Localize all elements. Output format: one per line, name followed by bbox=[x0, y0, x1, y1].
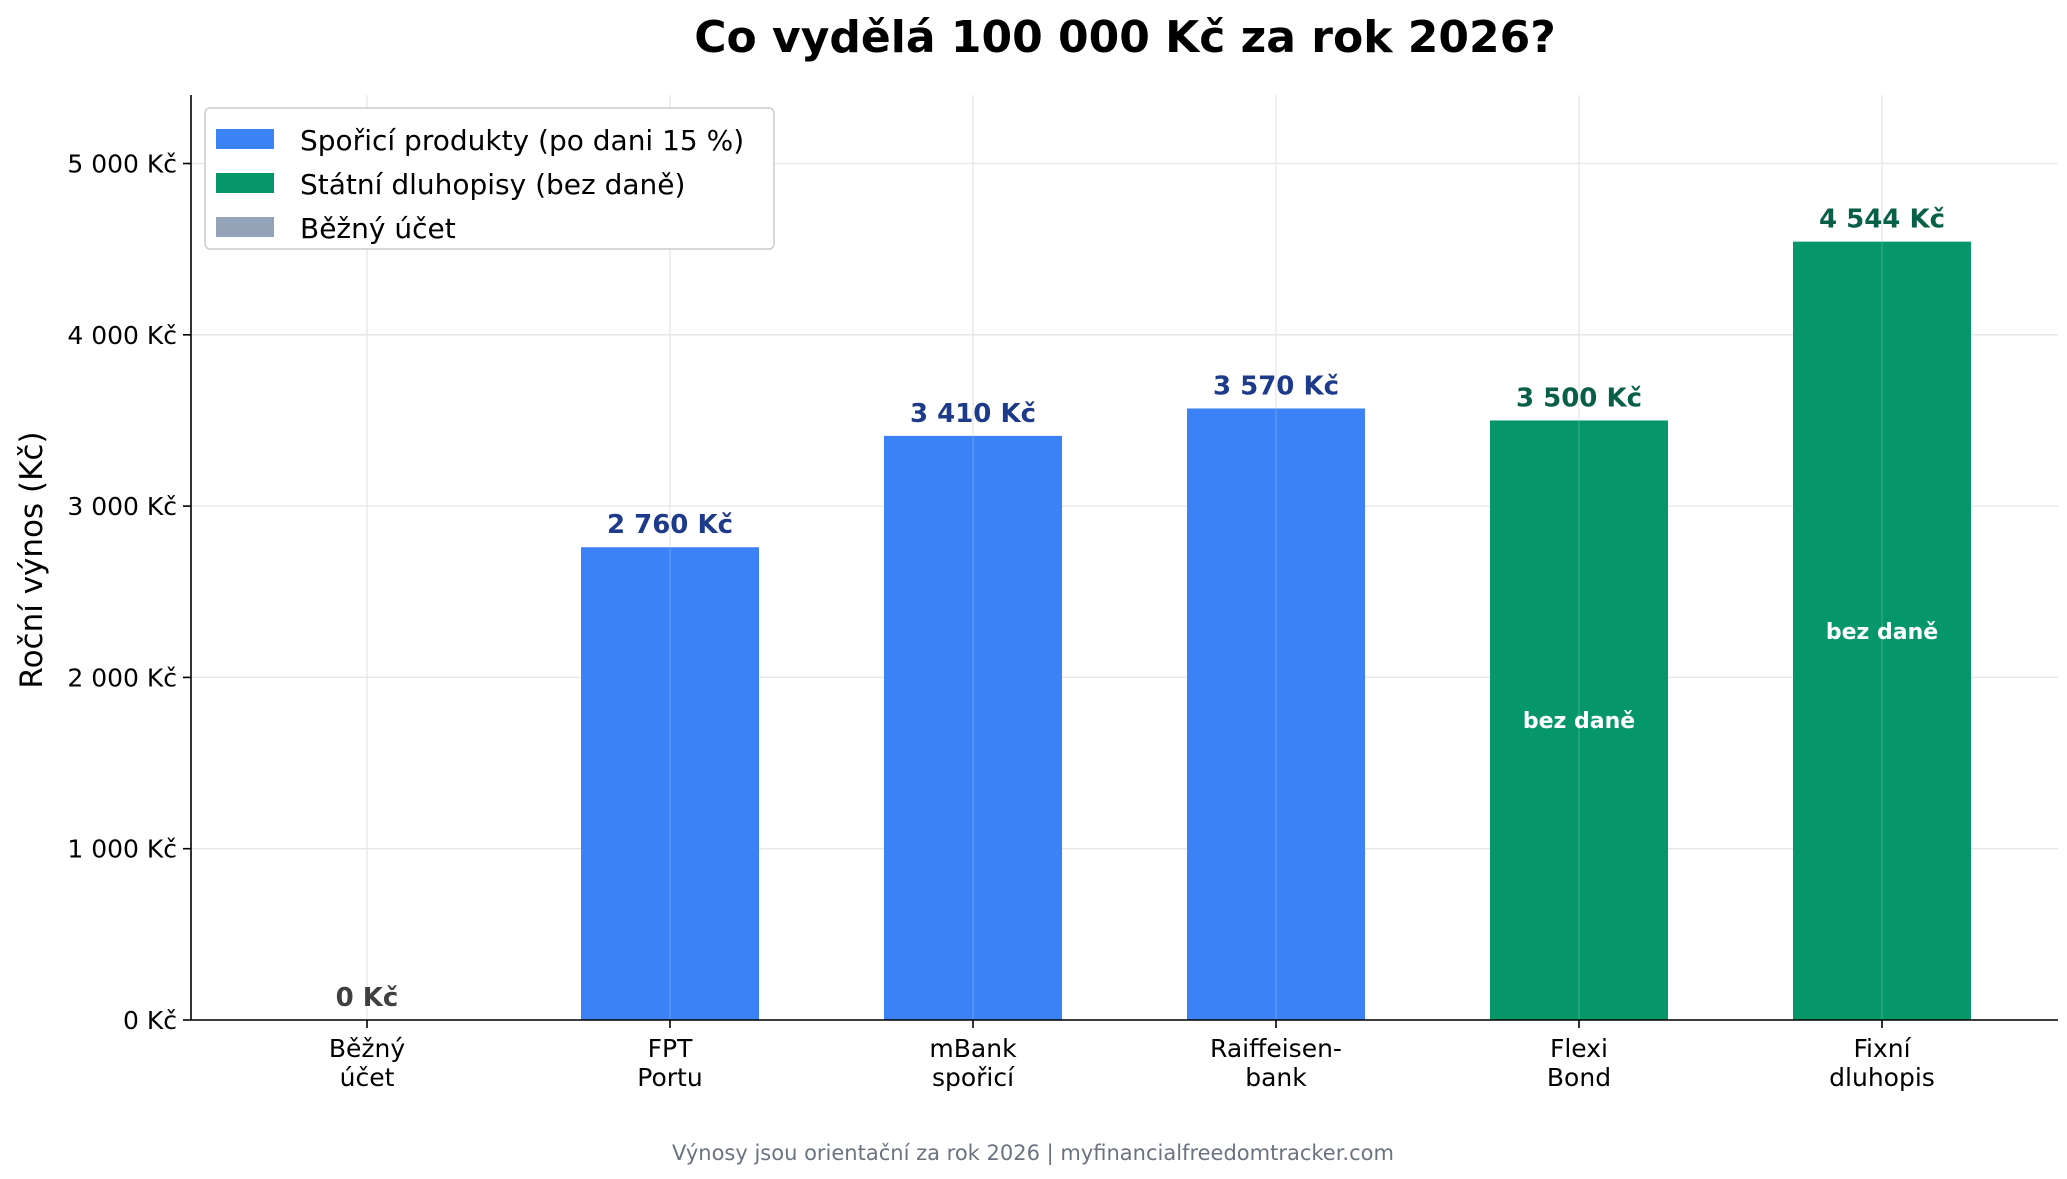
x-tick-label-line: dluhopis bbox=[1829, 1063, 1935, 1092]
bars-layer bbox=[581, 241, 1971, 1020]
chart-title: Co vydělá 100 000 Kč za rok 2026? bbox=[694, 12, 1556, 63]
x-tick-label-line: Fixní bbox=[1853, 1034, 1911, 1063]
x-tick-label-line: mBank bbox=[929, 1034, 1017, 1063]
legend: Spořicí produkty (po dani 15 %) Státní dl… bbox=[204, 107, 775, 250]
x-tick-label-line: Běžný bbox=[329, 1034, 405, 1063]
x-tick-label: mBank spořicí bbox=[929, 1034, 1017, 1092]
x-tick-label-line: účet bbox=[340, 1063, 395, 1092]
bar bbox=[1187, 408, 1365, 1020]
legend-label: Státní dluhopisy (bez daně) bbox=[300, 168, 685, 201]
legend-swatch bbox=[216, 173, 274, 193]
axis-layer: 0 Kč 1 000 Kč 2 000 Kč 3 000 Kč 4 000 Kč 5 00… bbox=[67, 95, 2058, 1092]
y-tick-label: 4 000 Kč bbox=[67, 321, 177, 350]
value-label: 3 570 Kč bbox=[1213, 371, 1339, 401]
y-tick-label: 5 000 Kč bbox=[67, 150, 177, 179]
x-tick-label-line: bank bbox=[1245, 1063, 1307, 1092]
legend-label: Běžný účet bbox=[300, 212, 456, 245]
value-label: 2 760 Kč bbox=[607, 510, 733, 540]
y-tick-label: 0 Kč bbox=[123, 1006, 177, 1035]
x-tick-label-line: Bond bbox=[1547, 1063, 1611, 1092]
x-tick-label-line: FPT bbox=[648, 1034, 693, 1063]
x-tick-label-line: Portu bbox=[637, 1063, 702, 1092]
x-tick-label: Fixní dluhopis bbox=[1829, 1034, 1935, 1092]
x-tick-label: Flexi Bond bbox=[1547, 1034, 1611, 1092]
value-label: 3 410 Kč bbox=[910, 399, 1036, 429]
footnote: Výnosy jsou orientační za rok 2026 | myf… bbox=[672, 1141, 1394, 1166]
x-tick-label-line: Raiffeisen- bbox=[1210, 1034, 1342, 1063]
value-label: 3 500 Kč bbox=[1516, 383, 1642, 413]
y-tick-label: 1 000 Kč bbox=[67, 835, 177, 864]
x-tick-label: Běžný účet bbox=[329, 1034, 405, 1092]
x-tick-label-line: spořicí bbox=[932, 1063, 1015, 1092]
bar bbox=[884, 435, 1062, 1020]
labels-layer: 0 Kč 2 760 Kč 3 410 Kč 3 570 Kč 3 500 Kč bez … bbox=[336, 205, 1945, 1013]
bar bbox=[1793, 241, 1971, 1020]
bar bbox=[1490, 420, 1668, 1020]
legend-swatch bbox=[216, 129, 274, 149]
inner-label: bez daně bbox=[1523, 709, 1635, 734]
bar bbox=[581, 547, 759, 1020]
x-tick-label-line: Flexi bbox=[1550, 1034, 1608, 1063]
y-tick-label: 2 000 Kč bbox=[67, 663, 177, 692]
y-tick-label: 3 000 Kč bbox=[67, 492, 177, 521]
legend-swatch bbox=[216, 217, 274, 237]
inner-label: bez daně bbox=[1826, 620, 1938, 645]
y-axis-label: Roční výnos (Kč) bbox=[14, 431, 50, 688]
legend-label: Spořicí produkty (po dani 15 %) bbox=[300, 124, 744, 157]
x-tick-label: FPT Portu bbox=[637, 1034, 702, 1092]
value-label: 0 Kč bbox=[336, 983, 399, 1013]
x-tick-label: Raiffeisen-bank bbox=[1210, 1034, 1342, 1092]
legend-box bbox=[204, 107, 775, 250]
value-label: 4 544 Kč bbox=[1819, 205, 1945, 235]
